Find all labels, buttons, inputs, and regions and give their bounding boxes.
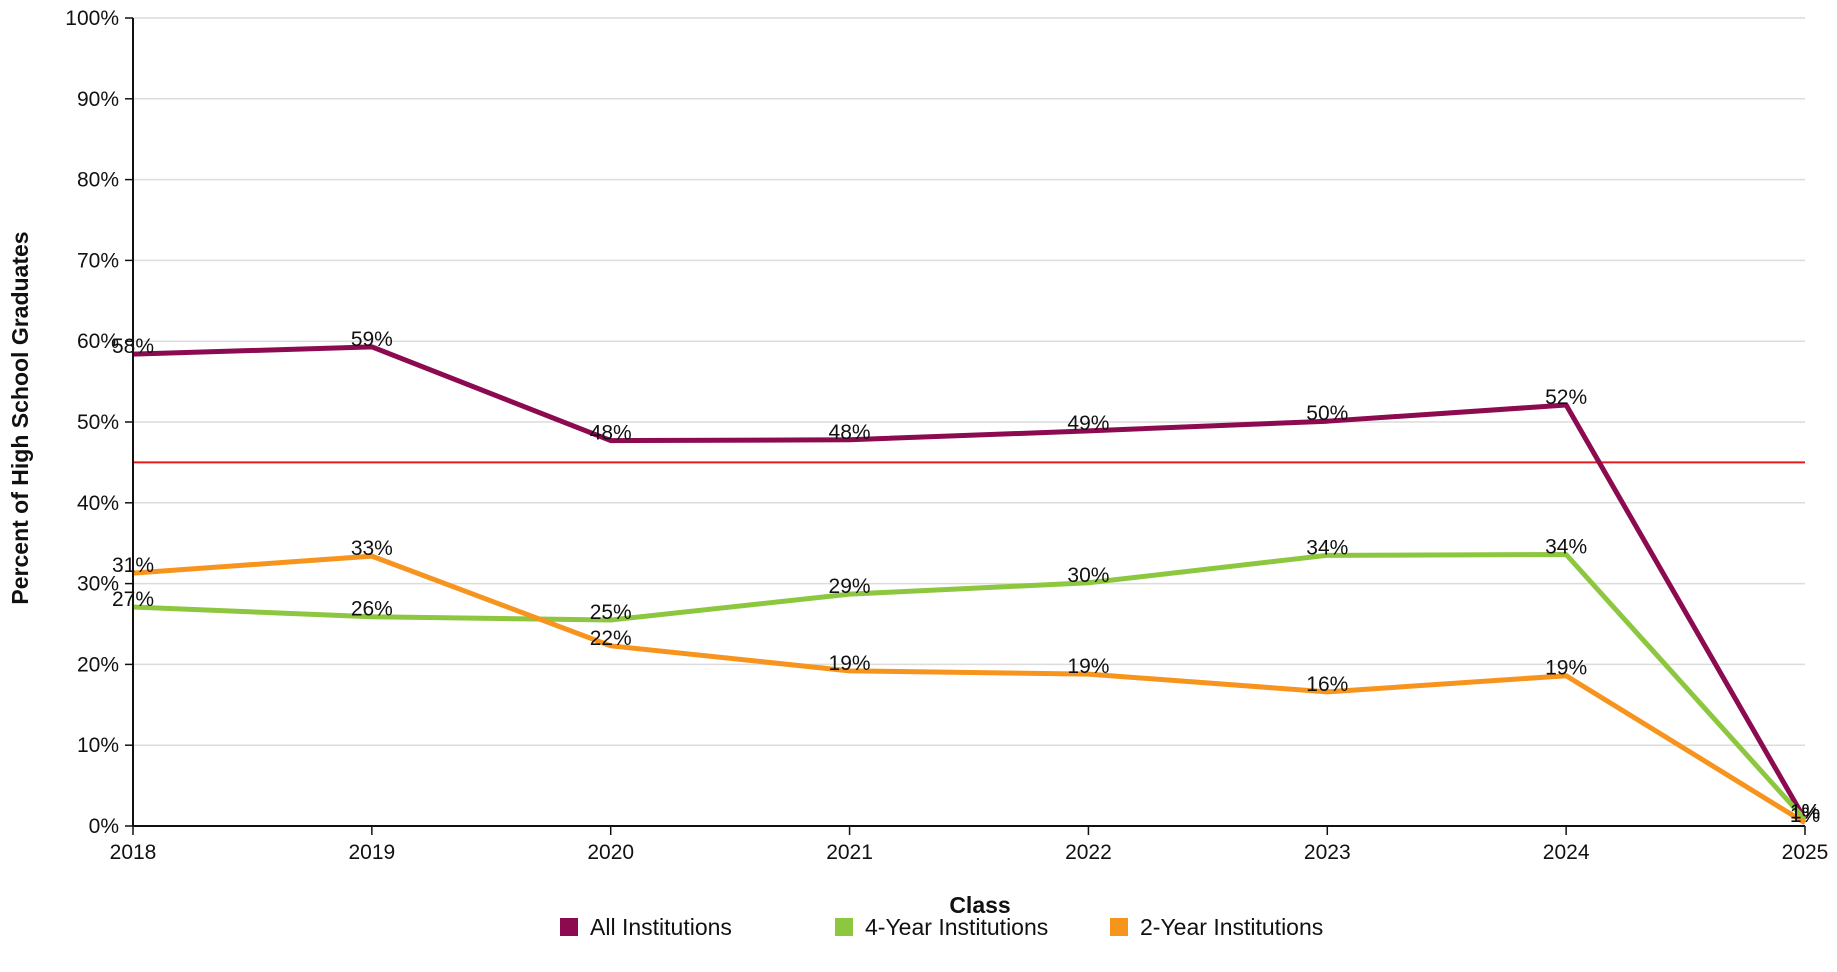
data-label: 49% [1067, 412, 1109, 435]
y-tick-label: 20% [77, 653, 119, 676]
data-label: 48% [829, 421, 871, 444]
x-tick-label: 2021 [826, 841, 873, 864]
data-label: 34% [1306, 536, 1348, 559]
y-axis-title: Percent of High School Graduates [7, 231, 33, 604]
y-tick-label: 60% [77, 330, 119, 353]
x-tick-label: 2020 [587, 841, 634, 864]
data-label: 19% [1067, 655, 1109, 678]
data-label: 50% [1306, 402, 1348, 425]
series-line-2-year-institutions [132, 553, 1807, 825]
data-label: 59% [351, 328, 393, 351]
y-tick-label: 80% [77, 169, 119, 192]
x-axis-ticks: 2018 2019 2020 2021 2022 2023 2024 2025 [110, 826, 1829, 864]
data-label: 1% [1790, 804, 1820, 827]
data-label: 25% [590, 601, 632, 624]
series-lines [132, 344, 1808, 825]
data-label: 48% [590, 422, 632, 445]
x-axis-title: Class [949, 892, 1010, 918]
legend-swatch [560, 918, 578, 936]
data-label: 19% [829, 652, 871, 675]
legend-swatch [1110, 918, 1128, 936]
y-tick-label: 90% [77, 88, 119, 111]
data-label: 1% [1790, 801, 1820, 824]
x-tick-label: 2019 [348, 841, 395, 864]
series-line-all-institutions [132, 344, 1808, 821]
y-tick-label: 0% [89, 815, 119, 838]
series-line-4-year-institutions [132, 552, 1807, 822]
data-label: 1% [1790, 801, 1820, 824]
x-tick-label: 2022 [1065, 841, 1112, 864]
x-tick-label: 2025 [1782, 841, 1829, 864]
axes [132, 18, 1805, 827]
legend-label: All Institutions [590, 914, 732, 940]
y-tick-label: 40% [77, 492, 119, 515]
legend: All Institutions 4-Year Institutions 2-Yea… [560, 914, 1323, 940]
y-tick-label: 50% [77, 411, 119, 434]
legend-label: 2-Year Institutions [1140, 914, 1323, 940]
data-label: 33% [351, 537, 393, 560]
x-tick-label: 2024 [1543, 841, 1590, 864]
x-tick-label: 2018 [110, 841, 157, 864]
data-label: 52% [1545, 386, 1587, 409]
data-label: 29% [829, 575, 871, 598]
data-label: 34% [1545, 536, 1587, 559]
legend-label: 4-Year Institutions [865, 914, 1048, 940]
data-label: 30% [1067, 564, 1109, 587]
data-labels: 58% 59%48% 48% 49% 50%52%1%27% 26% 25%29% 30%34… [112, 328, 1820, 827]
data-label: 22% [590, 627, 632, 650]
y-axis-ticks: 0% 10% 20% 30% 40% 50% 60% 70% 80% 90% 100% [65, 7, 133, 838]
data-label: 26% [351, 598, 393, 621]
data-label: 19% [1545, 657, 1587, 680]
legend-swatch [835, 918, 853, 936]
y-tick-label: 30% [77, 573, 119, 596]
x-tick-label: 2023 [1304, 841, 1351, 864]
y-tick-label: 10% [77, 734, 119, 757]
data-label: 16% [1306, 673, 1348, 696]
y-tick-label: 100% [65, 7, 119, 30]
y-tick-label: 70% [77, 249, 119, 272]
gridlines [133, 17, 1805, 746]
